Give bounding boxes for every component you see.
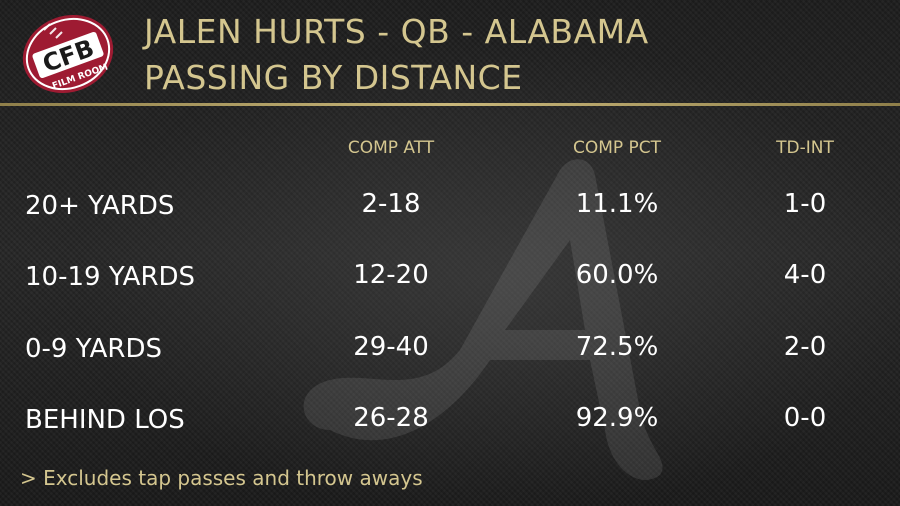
row-label-0-9-yards: 0-9 YARDS [25,334,162,364]
row-4-comp-att: 26-28 [353,403,429,433]
header-divider [0,103,900,106]
footnote: > Excludes tap passes and throw aways [20,466,423,490]
row-1-comp-att: 2-18 [361,189,421,219]
row-2-td-int: 4-0 [783,260,827,290]
row-3-td-int: 2-0 [783,332,827,362]
column-header-comp-att: COMP ATT [347,138,435,158]
column-header-td-int: TD-INT [776,138,834,158]
header: CFB FILM ROOM JALEN HURTS - QB - ALABAMA… [0,0,900,106]
row-4-td-int: 0-0 [783,403,827,433]
row-3-comp-pct: 72.5% [575,332,659,362]
row-2-comp-att: 12-20 [353,260,429,290]
row-label-behind-los: BEHIND LOS [25,405,185,435]
title-line-1: JALEN HURTS - QB - ALABAMA [144,12,649,51]
row-1-comp-pct: 11.1% [575,189,659,219]
row-1-td-int: 1-0 [783,189,827,219]
column-header-comp-pct: COMP PCT [572,138,662,158]
row-4-comp-pct: 92.9% [575,403,659,433]
row-label-20-plus-yards: 20+ YARDS [25,191,175,221]
alabama-a-watermark-icon [303,159,663,480]
row-3-comp-att: 29-40 [353,332,429,362]
row-2-comp-pct: 60.0% [575,260,659,290]
cfb-film-room-logo: CFB FILM ROOM [22,14,114,94]
row-label-10-19-yards: 10-19 YARDS [25,262,196,292]
title-line-2: PASSING BY DISTANCE [144,58,523,97]
